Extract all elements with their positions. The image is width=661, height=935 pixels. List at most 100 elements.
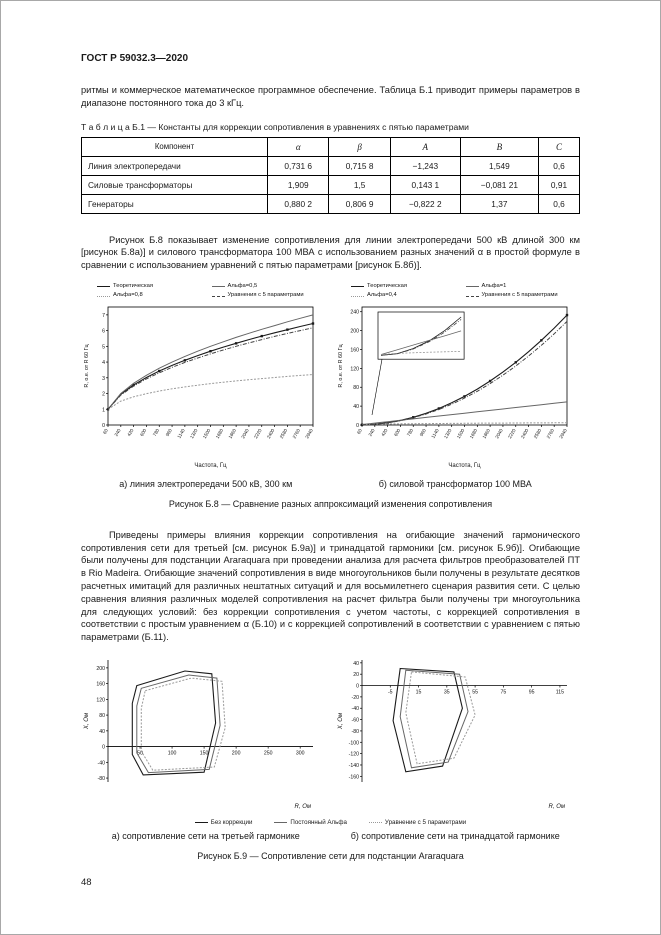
legend-item: Уравнение с 5 параметрами [368, 819, 466, 826]
svg-text:2580: 2580 [533, 427, 543, 439]
svg-text:1: 1 [102, 407, 105, 413]
svg-text:960: 960 [165, 427, 173, 437]
chart-b8a-block: Теоретическая Альфа=0,5 Альфа=0,8 Уравне… [81, 282, 326, 474]
legend-label: Теоретическая [113, 283, 153, 290]
svg-text:-100: -100 [349, 740, 359, 746]
table-row: Линия электропередачи 0,731 6 0,715 8 −1… [81, 155, 581, 176]
figure-b8-title: Рисунок Б.8 — Сравнение разных аппроксим… [168, 498, 493, 509]
chart-b8b: 0 40 80 120 160 200 240 60 240 420 600 780 960 1140 13… [338, 306, 569, 469]
svg-text:R, Ом: R, Ом [295, 804, 311, 810]
table-cell: 0,715 8 [328, 155, 391, 176]
svg-text:40: 40 [99, 729, 105, 735]
svg-text:-160: -160 [349, 774, 359, 780]
svg-text:600: 600 [393, 427, 401, 437]
table-row: Генераторы 0,880 2 0,806 9 −0,822 2 1,37… [81, 193, 581, 214]
svg-text:420: 420 [126, 427, 134, 437]
chart-inset [371, 311, 465, 415]
chart-axes: 0 40 80 120 160 200 240 60 240 420 600 780 960 1140 13… [338, 306, 568, 469]
chart-series [131, 670, 226, 776]
svg-text:2220: 2220 [253, 427, 263, 439]
svg-text:40: 40 [353, 661, 359, 667]
svg-text:R, о.е. от R 60 Гц: R, о.е. от R 60 Гц [338, 344, 344, 387]
svg-text:-5: -5 [388, 690, 393, 696]
table-cell: 1,37 [459, 193, 539, 214]
svg-text:1860: 1860 [482, 427, 492, 439]
chart-axes: 200 160 120 80 40 0 -40 -80 50 100 150 200 250 300 R, … [84, 660, 313, 810]
svg-text:2940: 2940 [558, 427, 568, 439]
svg-text:115: 115 [556, 690, 564, 696]
line-style-icon [274, 822, 288, 824]
table-b1: Компонент α β A B C Линия электропередач… [81, 136, 581, 214]
svg-text:3: 3 [102, 375, 105, 381]
line-style-icon [211, 286, 225, 288]
svg-text:5: 5 [102, 344, 105, 350]
table-cell: −0,081 21 [459, 174, 539, 195]
table-cell: 0,880 2 [266, 193, 330, 214]
svg-text:50: 50 [137, 751, 143, 757]
table-cell: Линия электропередачи [81, 155, 268, 176]
line-style-icon [97, 286, 110, 288]
svg-text:40: 40 [353, 404, 359, 410]
legend-label: Альфа=1 [481, 283, 507, 290]
svg-text:960: 960 [419, 427, 427, 437]
chart-b8b-legend: Теоретическая Альфа=1 Альфа=0,4 Уравнени… [335, 282, 580, 301]
figure-b9-intro-paragraph: Приведены примеры влияния коррекции сопр… [81, 529, 580, 643]
legend-item: Альфа=0,4 [351, 291, 466, 300]
svg-text:60: 60 [356, 427, 363, 434]
svg-text:1320: 1320 [443, 427, 453, 439]
legend-label: Альфа=0,8 [113, 292, 143, 299]
line-style-icon [97, 295, 110, 297]
legend-label: Альфа=0,4 [367, 292, 397, 299]
svg-text:250: 250 [264, 751, 273, 757]
svg-text:1140: 1140 [176, 427, 185, 438]
legend-item: Альфа=0,8 [97, 291, 212, 300]
legend-item: Теоретическая [351, 282, 466, 291]
svg-text:200: 200 [350, 328, 359, 334]
table-header-row: Компонент α β A B C [81, 136, 581, 157]
svg-text:80: 80 [353, 385, 359, 391]
legend-label: Уравнения с 5 параметрами [481, 292, 558, 299]
legend-item: Уравнения с 5 параметрами [465, 291, 581, 300]
table-cell: −0,822 2 [389, 193, 461, 214]
legend-item: Альфа=1 [465, 282, 581, 291]
legend-label: Альфа=0,5 [227, 283, 258, 290]
chart-series [106, 314, 315, 411]
table-caption: Т а б л и ц а Б.1 — Константы для коррек… [81, 121, 469, 132]
chart-axes: 0 1 2 3 4 5 6 7 60 240 420 600 780 960 1140 1320 1500 168… [84, 306, 314, 469]
svg-text:R, о.е. от R 60 Гц: R, о.е. от R 60 Гц [84, 344, 90, 387]
table-cell: 1,909 [266, 174, 330, 195]
svg-text:1680: 1680 [215, 427, 225, 439]
table-cell: 0,731 6 [266, 155, 330, 176]
line-style-icon [351, 286, 364, 288]
table-cell: 0,91 [537, 174, 581, 195]
column-header-component: Компонент [81, 136, 268, 157]
column-header-beta: β [328, 136, 391, 157]
svg-text:-20: -20 [352, 695, 360, 701]
page-content: ГОСТ Р 59032.3—2020 ритмы и коммерческое… [1, 53, 660, 888]
chart-b9b: 40 20 0 -20 -40 -60 -80 -100 -120 -140 -160 -5 15 35 5… [338, 660, 567, 810]
svg-text:Частота, Гц: Частота, Гц [448, 463, 481, 469]
svg-text:80: 80 [99, 713, 105, 719]
svg-text:100: 100 [168, 751, 177, 757]
svg-text:1140: 1140 [430, 427, 439, 438]
figure-b9-title: Рисунок Б.9 — Сопротивление сети для под… [197, 851, 464, 862]
svg-text:2040: 2040 [494, 427, 504, 439]
svg-text:60: 60 [102, 427, 109, 434]
column-header-alpha: α [266, 136, 330, 157]
chart-b9b-block: 40 20 0 -20 -40 -60 -80 -100 -120 -140 -160 -5 15 35 5… [335, 654, 580, 817]
svg-text:4: 4 [102, 360, 105, 366]
svg-text:-40: -40 [352, 706, 360, 712]
table-cell: Силовые трансформаторы [81, 174, 268, 195]
svg-text:55: 55 [472, 690, 478, 696]
svg-text:2400: 2400 [266, 427, 276, 439]
svg-text:0: 0 [102, 745, 105, 751]
svg-text:160: 160 [350, 347, 359, 353]
legend-label: Без коррекции [210, 819, 253, 827]
table-cell: 0,6 [537, 193, 581, 214]
svg-text:420: 420 [380, 427, 388, 437]
chart-b8b-block: Теоретическая Альфа=1 Альфа=0,4 Уравнени… [335, 282, 580, 474]
doc-code: ГОСТ Р 59032.3—2020 [81, 53, 189, 64]
svg-text:2040: 2040 [240, 427, 250, 439]
line-style-icon [465, 286, 479, 288]
